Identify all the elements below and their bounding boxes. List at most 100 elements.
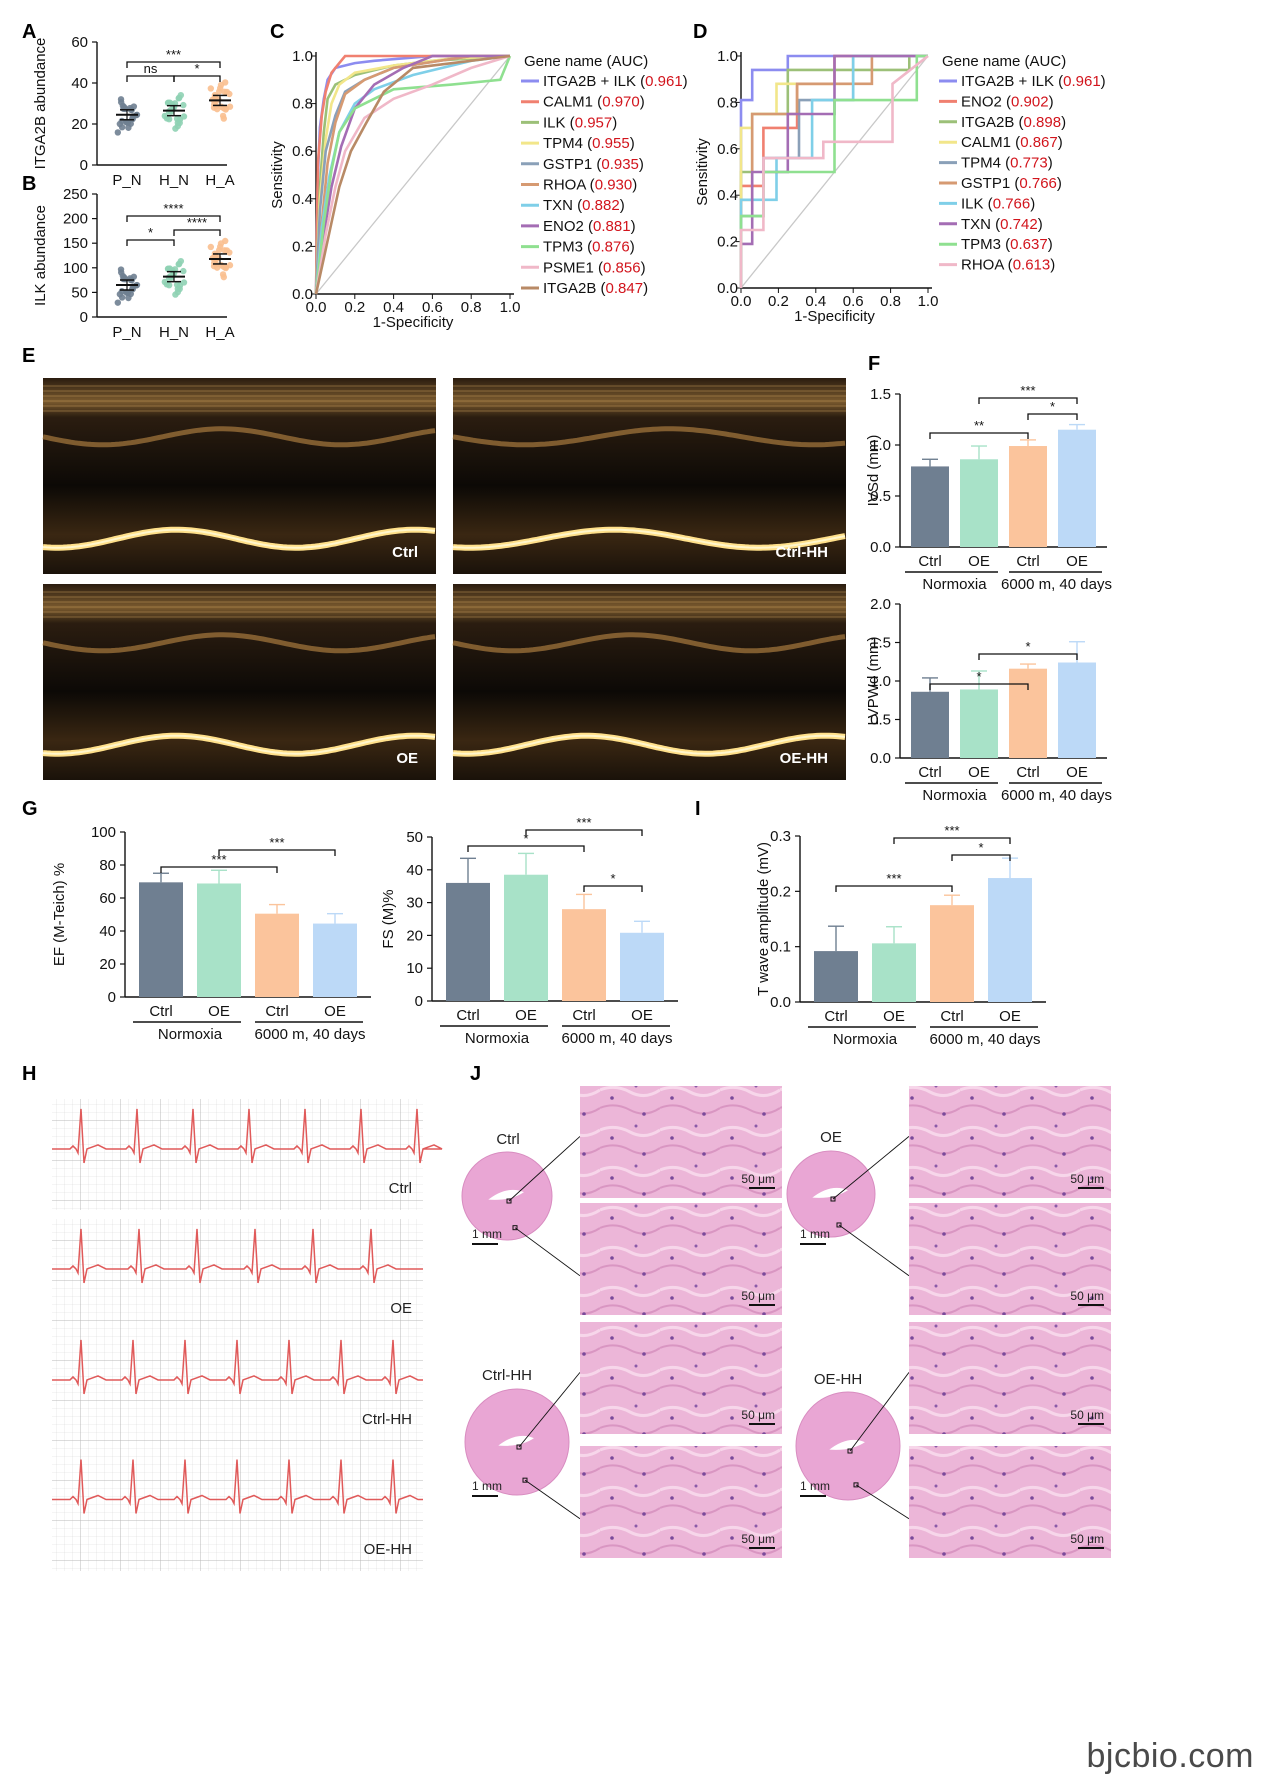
F2-ytick-label: 1.5 xyxy=(870,635,891,652)
A-point xyxy=(118,117,126,125)
I-sig-bracket xyxy=(893,837,1011,844)
G2-xtick-label: OE xyxy=(515,1007,537,1024)
I-bar xyxy=(930,905,974,1002)
C-legend-entry: GSTP1 (0.935) xyxy=(543,156,644,173)
C-xtick-label: 0.8 xyxy=(461,299,482,316)
echo-label: Ctrl-HH xyxy=(776,544,829,561)
A-xtick-label: P_N xyxy=(112,172,141,189)
F2-xtick-label: OE xyxy=(968,764,990,781)
C-xtick-label: 0.4 xyxy=(383,299,404,316)
A-point xyxy=(114,129,122,136)
A-sig-label: ns xyxy=(144,61,158,76)
echo-image: OE xyxy=(42,584,436,780)
F1-group-label: Normoxia xyxy=(922,576,987,593)
B-ytick-label: 150 xyxy=(63,235,88,252)
B-point xyxy=(222,264,229,272)
chart-F1: 0.0 0.5 1.0 1.5 Ctrl OE Ctrl OE Normoxia 6000 m, … xyxy=(865,383,1112,593)
G1-group-label: 6000 m, 40 days xyxy=(255,1026,366,1043)
F2-bar xyxy=(960,689,998,758)
histology-micrograph xyxy=(909,1086,1111,1198)
D-xtick-label: 0.6 xyxy=(843,293,864,310)
B-point xyxy=(207,243,215,251)
C-series-line xyxy=(314,54,510,295)
G1-ytick-label: 80 xyxy=(99,857,116,874)
D-legend-entry: CALM1 (0.867) xyxy=(961,134,1063,151)
scale-bar-label: 50 μm xyxy=(1070,1532,1104,1546)
panel-letter-B: B xyxy=(22,173,36,195)
echo-wall-upper xyxy=(452,632,846,654)
G1-group-label: Normoxia xyxy=(158,1026,223,1043)
B-xtick-label: P_N xyxy=(112,324,141,341)
I-ytick-label: 0.0 xyxy=(770,994,791,1011)
charts-layer: A B C D E F G H I J 0 20 40 60 P_N H_N H_A ITGA2B abundan… xyxy=(22,21,1112,1085)
B-xtick-label: H_N xyxy=(159,324,189,341)
G1-sig-label: *** xyxy=(211,852,226,867)
I-bar xyxy=(988,878,1032,1002)
G2-group-label: 6000 m, 40 days xyxy=(562,1030,673,1047)
echo-wall-upper xyxy=(42,632,436,654)
D-legend-entry: ENO2 (0.902) xyxy=(961,93,1054,110)
G2-group-label: Normoxia xyxy=(465,1030,530,1047)
A-point xyxy=(222,106,229,113)
region-marker xyxy=(836,1222,842,1228)
I-sig-label: *** xyxy=(944,823,959,838)
G1-sig-bracket xyxy=(160,866,278,873)
chart-C: 0.0 0.2 0.4 0.6 0.8 1.0 0.0 0.2 0.4 0.6 0.8 1.0 ITGA… xyxy=(269,48,688,331)
ecg-waveform xyxy=(52,1459,423,1514)
C-legend-entry: CALM1 (0.970) xyxy=(543,94,645,111)
B-point xyxy=(117,266,125,273)
D-legend-entry: TXN (0.742) xyxy=(961,216,1043,233)
G2-sig-label: * xyxy=(610,871,615,886)
chart-F2: 0.0 0.5 1.0 1.5 2.0 Ctrl OE Ctrl OE Normoxia 6000 … xyxy=(865,596,1112,804)
ecg-trace: Ctrl xyxy=(52,1099,443,1210)
G1-ytick-label: 20 xyxy=(99,956,116,973)
panel-letter-C: C xyxy=(270,21,284,43)
scale-bar-label: 50 μm xyxy=(1070,1289,1104,1303)
histology-group: Ctrl-HH 50 μm 50 μm 1 mm xyxy=(464,1322,782,1558)
C-series-line xyxy=(314,54,511,295)
G2-bar xyxy=(504,874,548,1001)
B-point xyxy=(118,288,126,295)
A-sig-label: *** xyxy=(166,47,181,62)
F1-xtick-label: Ctrl xyxy=(918,553,941,570)
F2-ytick-label: 0.5 xyxy=(870,712,891,729)
B-point xyxy=(125,294,132,302)
G2-xtick-label: Ctrl xyxy=(572,1007,595,1024)
ecg-grid xyxy=(52,1219,423,1330)
G1-ytick-label: 100 xyxy=(91,824,116,841)
A-sig-label: * xyxy=(194,61,199,76)
echo-image: OE-HH xyxy=(452,584,846,780)
G1-ylabel: EF (M-Teich) % xyxy=(51,863,68,966)
G1-ytick-label: 0 xyxy=(108,989,116,1006)
I-ytick-label: 0.2 xyxy=(770,883,791,900)
G1-bar xyxy=(197,883,241,997)
F1-bar xyxy=(1058,429,1096,547)
F2-sig-bracket xyxy=(978,653,1078,660)
region-marker xyxy=(847,1448,853,1454)
echo-image: Ctrl-HH xyxy=(452,378,846,574)
zoom-connector xyxy=(832,1136,910,1200)
A-point xyxy=(165,115,173,123)
A-point xyxy=(177,91,185,99)
B-sig-label: * xyxy=(148,225,153,240)
I-xtick-label: OE xyxy=(883,1008,905,1025)
F1-sig-label: *** xyxy=(1020,383,1035,398)
A-point xyxy=(176,119,183,127)
G2-ytick-label: 0 xyxy=(415,993,423,1010)
D-xtick-label: 0.2 xyxy=(768,293,789,310)
ecg-waveform xyxy=(52,1339,423,1395)
echo-label: Ctrl xyxy=(392,544,418,561)
ecg-trace: OE-HH xyxy=(52,1441,423,1571)
B-xtick-label: H_A xyxy=(205,324,234,341)
F2-sig-bracket xyxy=(929,683,1029,690)
zoom-connector xyxy=(518,1372,581,1448)
C-legend-entry: RHOA (0.930) xyxy=(543,177,637,194)
F1-sig-bracket xyxy=(978,397,1078,404)
B-point xyxy=(223,247,231,254)
D-legend-entry: ITGA2B + ILK (0.961) xyxy=(961,73,1106,90)
I-bar xyxy=(872,943,916,1002)
G2-ytick-label: 50 xyxy=(406,829,423,846)
I-sig-bracket xyxy=(835,885,953,892)
ecg-waveform xyxy=(52,1108,443,1164)
I-xtick-label: Ctrl xyxy=(940,1008,963,1025)
